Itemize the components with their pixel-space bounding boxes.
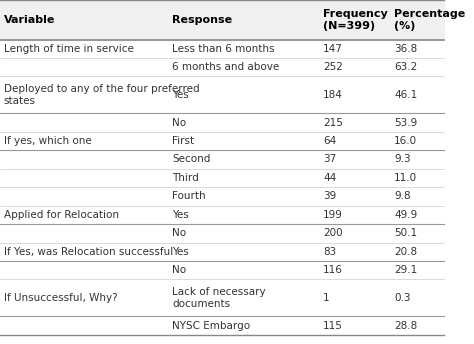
Text: Yes: Yes	[172, 90, 189, 100]
Text: 83: 83	[323, 247, 337, 257]
Text: 0.3: 0.3	[394, 293, 410, 303]
Text: 20.8: 20.8	[394, 247, 417, 257]
Text: If yes, which one: If yes, which one	[3, 136, 91, 146]
Bar	[0, 0, 444, 40]
Text: 9.8: 9.8	[394, 191, 411, 201]
Text: 37: 37	[323, 154, 337, 164]
Text: No: No	[172, 265, 186, 275]
Text: 29.1: 29.1	[394, 265, 418, 275]
Text: 36.8: 36.8	[394, 44, 418, 54]
Text: No: No	[172, 118, 186, 128]
Text: 200: 200	[323, 228, 343, 238]
Text: 147: 147	[323, 44, 343, 54]
Text: Yes: Yes	[172, 210, 189, 220]
Text: 199: 199	[323, 210, 343, 220]
Text: 53.9: 53.9	[394, 118, 418, 128]
Text: Applied for Relocation: Applied for Relocation	[3, 210, 118, 220]
Text: 28.8: 28.8	[394, 321, 418, 331]
Text: 64: 64	[323, 136, 337, 146]
Text: 6 months and above: 6 months and above	[172, 62, 280, 72]
Text: Response: Response	[172, 15, 232, 25]
Text: 16.0: 16.0	[394, 136, 417, 146]
Text: Deployed to any of the four preferred
states: Deployed to any of the four preferred st…	[3, 84, 199, 106]
Text: 50.1: 50.1	[394, 228, 417, 238]
Text: 9.3: 9.3	[394, 154, 411, 164]
Text: Fourth: Fourth	[172, 191, 206, 201]
Text: 1: 1	[323, 293, 330, 303]
Text: Less than 6 months: Less than 6 months	[172, 44, 275, 54]
Text: Lack of necessary
documents: Lack of necessary documents	[172, 287, 266, 309]
Text: 184: 184	[323, 90, 343, 100]
Text: First: First	[172, 136, 194, 146]
Text: Third: Third	[172, 173, 199, 183]
Text: Second: Second	[172, 154, 210, 164]
Text: Yes: Yes	[172, 247, 189, 257]
Text: NYSC Embargo: NYSC Embargo	[172, 321, 250, 331]
Text: 46.1: 46.1	[394, 90, 418, 100]
Text: 63.2: 63.2	[394, 62, 418, 72]
Text: 115: 115	[323, 321, 343, 331]
Text: Frequency
(N=399): Frequency (N=399)	[323, 9, 388, 31]
Text: 116: 116	[323, 265, 343, 275]
Text: 39: 39	[323, 191, 337, 201]
Text: 44: 44	[323, 173, 337, 183]
Text: 252: 252	[323, 62, 343, 72]
Text: 11.0: 11.0	[394, 173, 417, 183]
Text: Percentage
(%): Percentage (%)	[394, 9, 465, 31]
Text: Variable: Variable	[3, 15, 55, 25]
Text: If Yes, was Relocation successful: If Yes, was Relocation successful	[3, 247, 173, 257]
Text: Length of time in service: Length of time in service	[3, 44, 133, 54]
Text: If Unsuccessful, Why?: If Unsuccessful, Why?	[3, 293, 117, 303]
Text: 215: 215	[323, 118, 343, 128]
Text: No: No	[172, 228, 186, 238]
Text: 49.9: 49.9	[394, 210, 418, 220]
